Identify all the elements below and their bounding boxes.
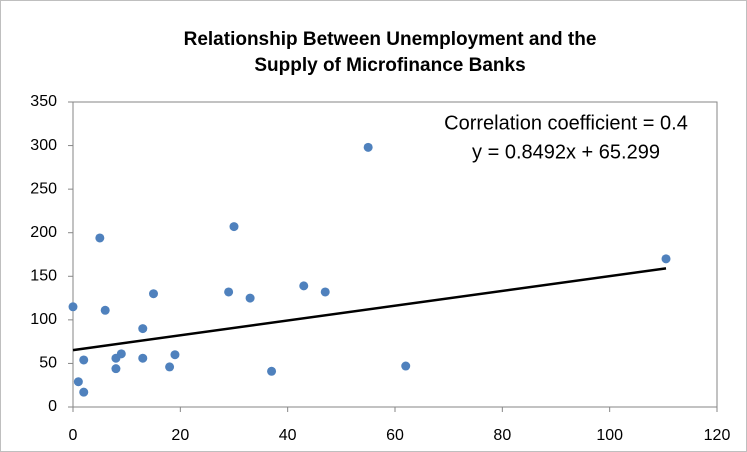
trendline <box>72 267 667 352</box>
chart-title: Relationship Between Unemployment and th… <box>184 29 597 50</box>
point <box>79 355 89 365</box>
point <box>267 366 277 376</box>
point <box>111 364 121 374</box>
point <box>401 361 411 371</box>
point <box>138 353 148 363</box>
annotation: Correlation coefficient = 0.4 <box>444 112 688 134</box>
point <box>170 350 180 360</box>
y-tick-label: 250 <box>30 180 57 197</box>
point <box>245 293 255 303</box>
point <box>73 377 83 387</box>
point <box>320 287 330 297</box>
y-tick-label: 100 <box>30 311 57 328</box>
x-tick-label: 120 <box>704 427 731 444</box>
chart-title: Supply of Microfinance Banks <box>254 55 525 76</box>
point <box>79 387 89 397</box>
y-tick-label: 300 <box>30 137 57 154</box>
point <box>116 349 126 359</box>
point <box>165 362 175 372</box>
trendline-equation: y = 0.8492x + 65.299 <box>472 141 660 163</box>
x-tick-label: 100 <box>596 427 623 444</box>
x-tick-label: 60 <box>386 427 404 444</box>
point <box>138 324 148 334</box>
y-tick-label: 200 <box>30 224 57 241</box>
point <box>224 287 234 297</box>
point <box>661 254 671 264</box>
x-tick-label: 0 <box>69 427 78 444</box>
x-tick-label: 40 <box>279 427 297 444</box>
point <box>229 222 239 232</box>
y-tick-label: 50 <box>39 355 57 372</box>
point <box>149 289 158 299</box>
point <box>299 281 309 291</box>
y-tick-label: 0 <box>48 398 57 415</box>
y-tick-label: 150 <box>30 268 57 285</box>
x-tick-label: 80 <box>493 427 511 444</box>
point <box>68 302 78 312</box>
y-tick-label: 350 <box>30 93 57 110</box>
point <box>95 233 105 243</box>
x-tick-label: 20 <box>171 427 189 444</box>
point <box>100 305 110 315</box>
point <box>363 142 373 152</box>
